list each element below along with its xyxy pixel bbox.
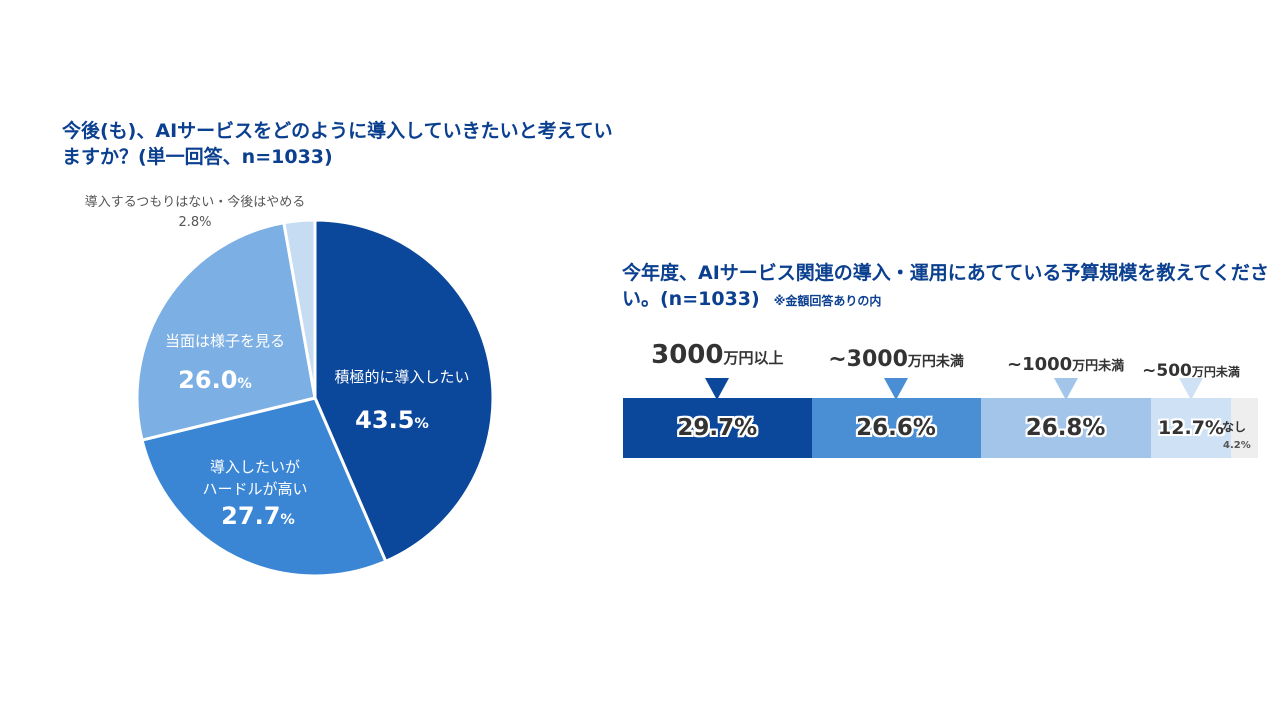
pie-chart-title: 今後(も)、AIサービスをどのように導入していきたいと考えていますか？(単一回答… [62,120,613,168]
slice-value: 2.8% [178,215,211,230]
bar-segment: 26.6% [811,398,981,458]
slice-value: 43.5% [355,406,429,434]
pointer-triangle-icon [1179,378,1203,400]
pointer-triangle-icon [705,378,730,400]
pie-slice [313,218,495,564]
segment-value: 4.2% [1223,440,1251,451]
segment-label: なし [1222,420,1247,434]
slice-label: ハードルが高い [202,480,307,498]
slice-label: 導入したいが [210,458,300,476]
segment-value: 12.7% [1158,417,1224,439]
slice-label: 導入するつもりはない・今後はやめる [85,194,305,210]
pointer-triangle-icon [884,378,909,400]
bar-segment: 29.7% [623,398,812,458]
slice-label: 積極的に導入したい [334,368,469,386]
bar-title-text: 今年度、AIサービス関連の導入・運用にあてている予算規模を教えてください。(n=… [622,262,1269,310]
segment-value: 29.7% [677,415,758,441]
pie-slice [135,221,317,442]
segment-label: 3000万円以上 [651,340,784,370]
segment-value: 26.6% [856,415,936,441]
segment-label: ~500万円未満 [1142,361,1240,381]
bar-note: ※金額回答ありの内 [773,294,882,308]
bar-segment: 12.7% [1150,398,1232,458]
bar-chart-title: 今年度、AIサービス関連の導入・運用にあてている予算規模を教えてください。(n=… [622,260,1272,314]
slice-label: 当面は様子を見る [165,332,285,350]
pointer-triangle-icon [1053,378,1078,400]
segment-label: ~1000万円未満 [1006,354,1125,375]
segment-label: ~3000万円未満 [828,347,964,372]
bar-segment: 26.8% [980,398,1151,458]
bar-segment [1231,398,1258,458]
pie-slice [282,218,317,399]
pie-slice [140,396,388,578]
segment-value: 26.8% [1025,415,1106,441]
stacked-bar: 29.7% 26.6% 26.8% 12.7% [623,398,1258,458]
